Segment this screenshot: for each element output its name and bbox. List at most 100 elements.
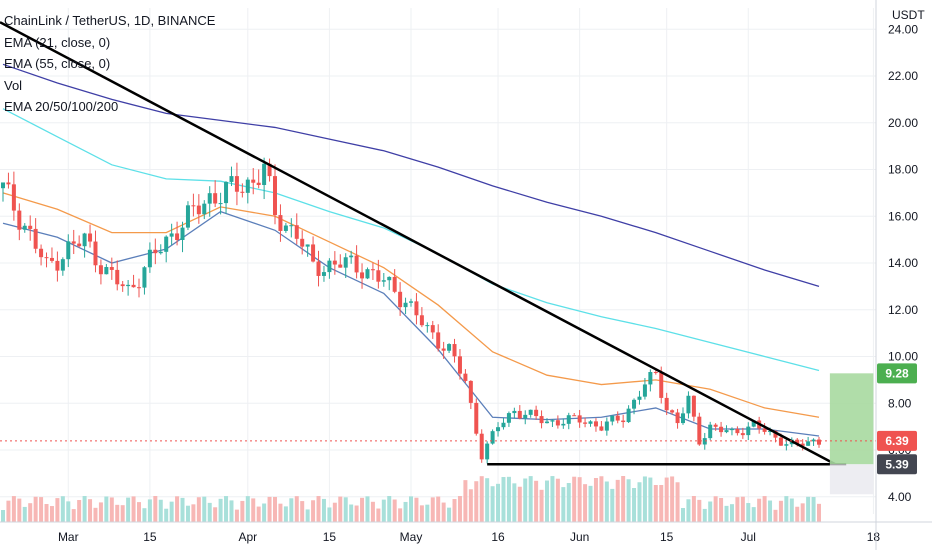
volume-bar [17, 498, 22, 522]
candle-body [49, 257, 54, 261]
price-badge-label: 6.39 [885, 434, 909, 448]
volume-bar [137, 502, 141, 522]
candle-body [795, 439, 800, 444]
volume-bar [11, 496, 16, 522]
volume-bar [468, 489, 473, 522]
candle-body [256, 182, 261, 186]
volume-bar [28, 503, 33, 522]
candle-body [245, 179, 250, 193]
volume-bar [621, 476, 626, 522]
candle-body [365, 269, 370, 279]
candle-body [670, 410, 675, 413]
volume-bar [343, 497, 348, 522]
candle-body [316, 261, 321, 276]
volume-bar [457, 496, 462, 522]
drawing-layer [0, 21, 876, 495]
candle-body [708, 424, 713, 439]
volume-bar [409, 496, 413, 522]
candle-body [267, 163, 272, 177]
x-tick-label: Apr [238, 530, 257, 544]
candle-body [17, 210, 22, 230]
candle-body [784, 444, 789, 446]
candle-body [599, 426, 604, 431]
candle-body [376, 270, 381, 282]
candle-body [583, 422, 588, 424]
candle-body [485, 443, 490, 460]
ema21-legend[interactable]: EMA (21, close, 0) [4, 34, 111, 50]
candle-body [196, 205, 201, 215]
candle-body [496, 427, 501, 432]
volume-bar [202, 496, 207, 522]
volume-bar [218, 498, 223, 522]
candle-body [33, 228, 38, 249]
volume-bar [403, 501, 408, 522]
volume-bar [191, 504, 196, 522]
volume-bar [180, 497, 185, 522]
volume-bar [126, 497, 131, 522]
x-tick-label: 15 [323, 530, 337, 544]
candle-body [746, 426, 751, 436]
volume-bar [98, 502, 103, 522]
candle-body [142, 267, 147, 288]
volume-bar [436, 496, 441, 522]
y-tick-label: 4.00 [888, 490, 912, 504]
candle-body [278, 215, 283, 231]
candle-body [517, 410, 522, 419]
candle-body [88, 233, 93, 242]
candle-body [681, 413, 685, 424]
volume-bar [778, 500, 783, 522]
ema-multi-legend[interactable]: EMA 20/50/100/200 [4, 99, 119, 114]
volume-bar [49, 506, 54, 522]
chart-legend: ChainLink / TetherUS, 1D, BINANCE EMA (2… [4, 10, 215, 118]
candle-body [561, 423, 566, 426]
candle-body [800, 443, 805, 446]
candle-body [229, 176, 234, 182]
candle-body [153, 249, 158, 254]
candle-body [93, 241, 98, 266]
y-tick-label: 22.00 [888, 69, 918, 83]
candle-body [321, 272, 326, 276]
volume-bar [387, 496, 392, 522]
price-badge [877, 363, 917, 384]
volume-bar [724, 505, 729, 522]
volume-bar [452, 499, 457, 522]
volume-bar [207, 502, 212, 522]
candle-body [1, 182, 5, 189]
y-tick-label: 14.00 [888, 256, 918, 270]
candle-body [806, 441, 811, 446]
volume-bar [593, 477, 598, 522]
candle-body [593, 421, 598, 427]
candle-body [735, 428, 740, 434]
volume-bar [506, 476, 511, 522]
volume-bar [534, 480, 539, 522]
candle-body [185, 205, 190, 228]
volume-bar [784, 496, 789, 522]
candle-body [305, 244, 310, 247]
volume-bar [441, 502, 446, 522]
volume-bar [273, 496, 277, 522]
volume-bar [539, 489, 544, 522]
candle-body [724, 430, 729, 433]
volume-bar [697, 499, 702, 522]
volume-bar [583, 484, 588, 522]
volume-bar [545, 480, 549, 522]
candle-body [501, 422, 506, 428]
candle-body [262, 163, 267, 186]
volume-bar [398, 508, 403, 522]
volume-bar [251, 498, 256, 522]
candle-body [218, 203, 223, 205]
ema55-legend[interactable]: EMA (55, close, 0) [4, 56, 111, 71]
volume-bar [164, 508, 169, 522]
candle-body [506, 413, 511, 423]
volume-bar [131, 496, 136, 522]
volume-bar [332, 502, 337, 522]
candle-body [490, 431, 495, 444]
volume-bar [392, 499, 397, 522]
candle-body [539, 416, 544, 424]
candle-body [457, 356, 462, 374]
candle-body [550, 420, 555, 422]
candle-body [175, 233, 180, 241]
volume-legend[interactable]: Vol [4, 77, 23, 93]
